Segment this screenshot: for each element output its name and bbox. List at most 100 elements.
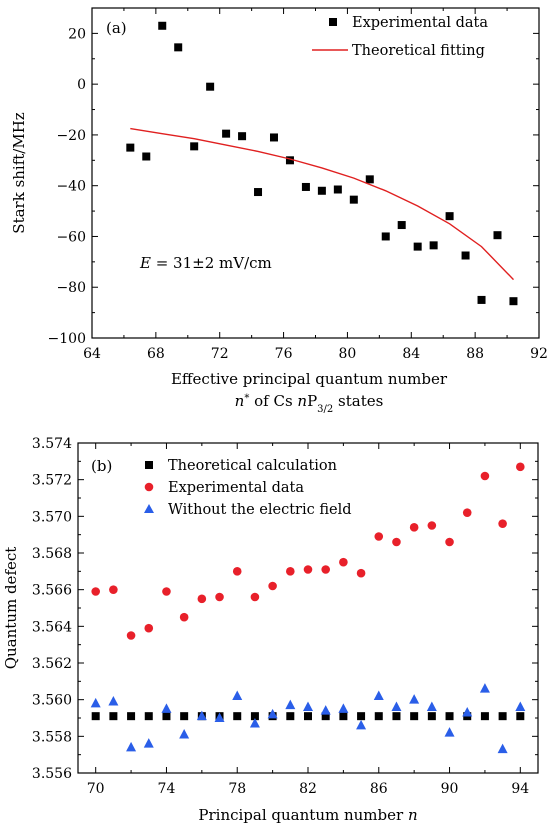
panel-b-series-1-point <box>480 471 490 481</box>
panel-b-series-0-point <box>144 712 153 721</box>
panel-a-series-0-point <box>381 232 390 241</box>
panel-b-series-1-point <box>356 568 366 578</box>
panel-a-series-0-point <box>190 142 199 151</box>
panel-b-series-1-point <box>144 623 154 633</box>
panel-b-series-1-point <box>392 537 401 547</box>
panel-b-series-1-point <box>339 557 348 567</box>
panel-b-series-1-point <box>179 612 189 622</box>
panel-a-ytick-label: −100 <box>48 331 86 347</box>
panel-b-series-2-point <box>179 729 190 739</box>
panel-b-series-1-point <box>303 565 313 574</box>
panel-b-label: (b) <box>91 457 112 475</box>
panel-a-series-0-point <box>301 182 310 191</box>
legend-without-field-label: Without the electric field <box>168 502 352 518</box>
panel-b-series-2-point <box>232 690 243 700</box>
panel-b-ticks: 70 74 78 82 86 90 94 3.556 3.558 3.560 3.562 3.564 3… <box>32 436 538 797</box>
panel-a-series-0-point <box>429 241 438 250</box>
panel-b-series-1-point <box>162 587 171 596</box>
panel-a-series-0-point <box>269 133 278 142</box>
panel-b-xtick-label: 82 <box>299 781 317 797</box>
panel-b-series-0-point <box>286 712 295 721</box>
panel-b-series-1-point <box>109 585 118 594</box>
panel-b-series-1-point <box>445 537 454 547</box>
panel-a-xtick-label: 88 <box>466 346 484 362</box>
panel-b-ytick-label: 3.562 <box>32 656 72 672</box>
panel-b-ytick-label: 3.568 <box>32 546 72 562</box>
panel-b-series-2-point <box>214 712 225 722</box>
panel-a-ytick-label: −80 <box>56 280 86 296</box>
panel-a-series-0-point <box>206 82 215 91</box>
panel-b-xtick-label: 74 <box>158 781 176 797</box>
panel-b-ytick-label: 3.574 <box>32 436 72 452</box>
panel-b-series-0-point <box>339 712 348 721</box>
panel-b-xtick-label: 94 <box>511 781 529 797</box>
panel-a-xtick-label: 84 <box>402 346 420 362</box>
panel-b-xtick-label: 86 <box>370 781 388 797</box>
panel-b-ytick-label: 3.558 <box>32 729 72 745</box>
panel-b-ytick-label: 3.570 <box>32 509 72 525</box>
panel-a-xtick-label: 76 <box>275 346 293 362</box>
panel-b-series-2-point <box>515 701 526 711</box>
panel-b-series-0-point <box>321 712 330 721</box>
panel-b-series-0-point <box>250 712 259 721</box>
panel-b-series-1-point <box>498 519 507 528</box>
panel-b-ytick-label: 3.556 <box>32 766 72 782</box>
panel-a-marks <box>126 21 518 306</box>
panel-b-series-2-point <box>497 743 508 754</box>
panel-b-legend: Theoretical calculation Experimental dat… <box>144 458 352 518</box>
panel-a-series-0-point <box>333 185 342 194</box>
panel-a-series-0-point <box>126 143 135 152</box>
panel-b-series-0-point <box>109 712 118 721</box>
panel-b-series-0-point <box>304 712 312 721</box>
legend-experimental-b-marker <box>144 482 154 492</box>
panel-b-series-2-point <box>267 708 278 719</box>
panel-a-series-0-point <box>254 188 263 197</box>
panel-b-series-2-point <box>373 690 384 700</box>
panel-a-ytick-label: 0 <box>77 77 86 93</box>
panel-b-series-1-point <box>91 587 100 596</box>
panel-b-series-2-point <box>90 697 101 708</box>
panel-a-series-0-point <box>397 221 406 230</box>
panel-b-plot-frame <box>77 442 539 774</box>
panel-b-xlabel: Principal quantum number n <box>198 806 417 824</box>
panel-b-series-2-point <box>426 701 437 711</box>
panel-a-series-0-point <box>317 186 326 195</box>
panel-b-series-2-point <box>409 694 420 704</box>
panel-a-series-0-point <box>285 156 294 165</box>
panel-a-series-0-point <box>238 132 247 141</box>
panel-a-series-0-point <box>349 195 358 204</box>
panel-a-xtick-label: 64 <box>83 346 101 362</box>
panel-a-series-0-point <box>413 242 422 251</box>
panel-b-xtick-label: 78 <box>228 781 246 797</box>
panel-b-series-0-point <box>162 712 171 721</box>
panel-b-series-2-point <box>444 727 455 737</box>
panel-a-annotation: E = 31±2 mV/cm <box>139 254 272 272</box>
panel-b-series-1-point <box>126 631 136 640</box>
panel-a-xtick-label: 72 <box>211 346 229 362</box>
panel-a-ytick-label: −20 <box>56 128 86 144</box>
panel-b-series-2-point <box>462 707 473 717</box>
panel-b-series-1-point <box>462 508 472 517</box>
panel-b-series-0-point <box>480 712 489 721</box>
panel-a-series-0-point <box>158 21 167 30</box>
panel-b-series-0-point <box>516 712 525 721</box>
panel-b-series-2-point <box>320 705 331 715</box>
panel-b-series-2-point <box>338 703 349 713</box>
panel-b-series-0-point <box>374 712 383 721</box>
panel-a-ytick-label: −40 <box>56 179 86 195</box>
panel-b-series-2-point <box>391 701 402 711</box>
panel-b-series-1-point <box>321 565 330 574</box>
legend-without-field-marker <box>144 504 154 513</box>
panel-a-ytick-label: −60 <box>56 229 86 245</box>
panel-b-series-0-point <box>357 712 366 721</box>
panel-b-series-0-point <box>427 712 436 721</box>
panel-a-label: (a) <box>106 19 127 37</box>
panel-b-series-0-point <box>127 712 136 721</box>
panel-b-series-1-point <box>374 532 384 541</box>
panel-b-series-1-point <box>427 521 437 530</box>
panel-b-series-0-point <box>498 712 507 721</box>
panel-a-ytick-label: 20 <box>68 26 86 42</box>
panel-b-series-2-point <box>479 683 490 693</box>
